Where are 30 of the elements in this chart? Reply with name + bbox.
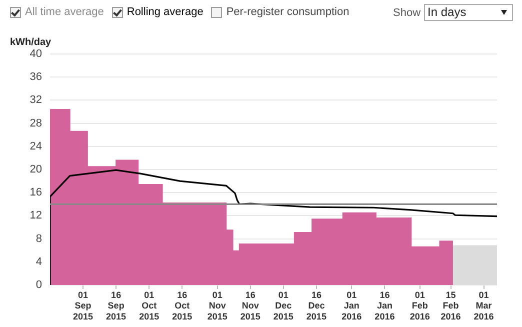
- y-axis-title: kWh/day: [10, 37, 52, 48]
- x-tick-label: 01 Dec 2015: [273, 290, 294, 322]
- x-tick-label: 16 Dec 2015: [306, 290, 326, 322]
- y-tick-label: 40: [30, 48, 42, 60]
- x-tick-label: 01 Jan 2016: [342, 290, 362, 322]
- text: All time average: [25, 6, 104, 18]
- x-tick-label: 16 Sep 2015: [106, 290, 126, 322]
- y-tick-label: 12: [30, 210, 42, 222]
- y-tick-label: 32: [30, 94, 42, 106]
- text: Per-register consumption: [226, 6, 350, 18]
- x-tick-label: 01 Nov 2015: [207, 290, 228, 322]
- x-tick-label: 01 Feb 2016: [410, 290, 430, 322]
- y-tick-label: 36: [30, 71, 42, 84]
- y-tick-label: 28: [30, 117, 42, 130]
- text: Rolling average: [126, 6, 204, 18]
- y-tick-label: 20: [30, 164, 42, 176]
- x-tick-label: 01 Oct 2015: [139, 290, 160, 322]
- x-tick-label: 01 Sep 2015: [73, 290, 94, 322]
- y-tick-label: 8: [36, 232, 42, 245]
- x-tick-label: 16 Jan 2016: [374, 290, 395, 322]
- text: Show: [393, 6, 421, 18]
- y-tick-label: 24: [30, 140, 42, 152]
- y-tick-label: 16: [30, 186, 42, 199]
- x-tick-label: 16 Nov 2015: [240, 290, 260, 322]
- x-tick-label: 01 Mar 2016: [474, 290, 494, 322]
- y-tick-label: 4: [36, 256, 42, 268]
- text: In days: [424, 4, 513, 21]
- x-tick-label: 15 Feb 2016: [440, 290, 461, 322]
- y-tick-label: 0: [36, 279, 42, 292]
- x-tick-label: 16 Oct 2015: [172, 290, 192, 322]
